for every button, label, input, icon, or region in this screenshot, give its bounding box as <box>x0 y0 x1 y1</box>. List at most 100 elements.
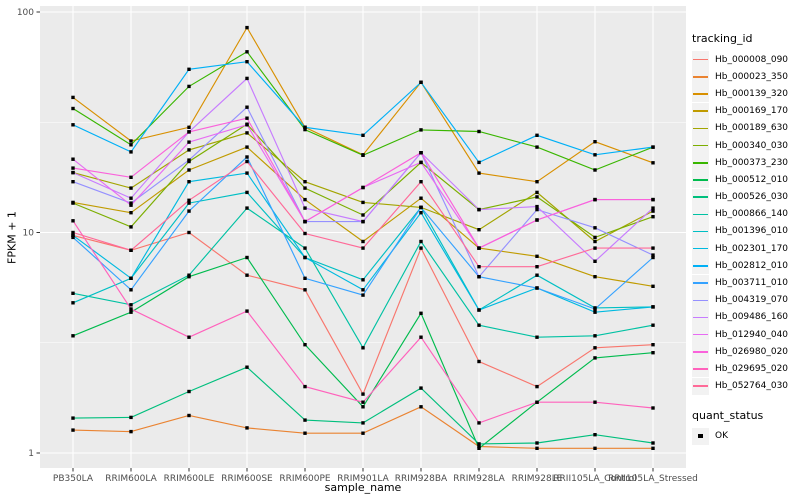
data-point <box>477 323 481 327</box>
data-point <box>245 365 249 369</box>
data-point <box>303 186 307 190</box>
data-point <box>245 131 249 135</box>
data-point <box>593 356 597 360</box>
data-point <box>129 303 133 307</box>
x-tick-label: RRIM600LE <box>164 474 215 484</box>
data-point <box>71 416 75 420</box>
legend-label: Hb_000189_630 <box>715 123 789 134</box>
data-point <box>593 400 597 404</box>
legend-key-line-icon <box>692 326 709 344</box>
data-point <box>187 413 191 418</box>
quant-status-entries: OK <box>692 427 798 445</box>
legend-label: Hb_002301_170 <box>715 243 789 254</box>
data-point <box>187 230 191 235</box>
data-point <box>129 429 133 434</box>
data-point <box>535 335 539 339</box>
data-point <box>245 255 249 260</box>
data-point <box>593 239 597 244</box>
data-point <box>71 230 75 235</box>
y-axis-title: FPKM + 1 <box>5 211 19 264</box>
data-point <box>593 275 597 279</box>
data-point <box>477 160 481 165</box>
x-tick-label: RRIM928LA <box>453 474 505 484</box>
data-point <box>303 197 307 202</box>
data-point <box>361 431 365 435</box>
legend-label: Hb_000340_030 <box>715 140 789 151</box>
legend-key-line-icon <box>692 274 709 292</box>
data-point <box>593 197 597 202</box>
data-point <box>245 309 249 313</box>
legend-label: Hb_000373_230 <box>715 157 789 168</box>
data-point <box>129 307 133 311</box>
legend-label: Hb_029695_020 <box>715 363 789 374</box>
data-point <box>651 197 655 202</box>
data-point <box>129 201 133 205</box>
data-point <box>129 225 133 229</box>
legend-key-line-icon <box>692 154 709 172</box>
data-point <box>187 168 191 172</box>
legend-key-line-icon <box>692 171 709 189</box>
x-tick-label: RRIM600PE <box>279 474 331 484</box>
data-point <box>477 275 481 279</box>
data-point <box>651 351 655 355</box>
data-point <box>187 180 191 184</box>
legend-entry: Hb_026980_020 <box>692 343 798 361</box>
data-point <box>535 204 539 209</box>
legend-entry: Hb_000512_010 <box>692 171 798 189</box>
data-point <box>129 211 133 215</box>
legend-entry: Hb_052764_030 <box>692 377 798 395</box>
data-point <box>361 185 365 190</box>
data-point <box>245 25 249 30</box>
legend-label: Hb_002812_010 <box>715 260 789 271</box>
data-point <box>187 130 191 134</box>
data-point <box>651 343 655 347</box>
data-point <box>593 334 597 338</box>
data-point <box>535 145 539 149</box>
data-point <box>535 265 539 269</box>
legend-entry: Hb_003711_010 <box>692 274 798 292</box>
data-point <box>593 235 597 240</box>
data-point <box>477 246 481 250</box>
data-point <box>477 228 481 232</box>
data-point <box>71 233 75 238</box>
legend-entry: Hb_000866_140 <box>692 205 798 223</box>
legend-label: Hb_000512_010 <box>715 174 789 185</box>
data-point <box>187 148 191 152</box>
data-point <box>71 180 75 184</box>
legend-entry: Hb_002812_010 <box>692 257 798 275</box>
data-point <box>187 389 191 394</box>
x-tick-label: RRII105LA_Stressed <box>608 474 698 484</box>
data-point <box>187 125 191 129</box>
legend-label: Hb_001396_010 <box>715 226 789 237</box>
legend-title-quant-status: quant_status <box>692 408 764 422</box>
legend-label: Hb_000526_030 <box>715 192 789 203</box>
data-point <box>361 293 365 297</box>
data-point <box>651 446 655 450</box>
data-point <box>361 278 365 282</box>
data-point <box>303 246 307 250</box>
data-point <box>245 171 249 175</box>
data-point <box>419 151 423 155</box>
legend-key-line-icon <box>692 291 709 309</box>
data-point <box>71 106 75 111</box>
legend-label: Hb_052764_030 <box>715 381 789 392</box>
data-point <box>303 384 307 389</box>
data-point <box>245 116 249 120</box>
legend-key-line-icon <box>692 137 709 155</box>
data-point <box>651 209 655 213</box>
legend-entry: Hb_000023_350 <box>692 68 798 86</box>
legend-title-tracking-id: tracking_id <box>692 32 753 45</box>
data-point <box>361 200 365 205</box>
data-point <box>651 206 655 210</box>
data-point <box>71 334 75 338</box>
data-point <box>129 196 133 200</box>
data-point <box>535 218 539 222</box>
data-point <box>187 140 191 144</box>
data-point <box>71 291 75 295</box>
data-point <box>129 310 133 314</box>
data-point <box>129 150 133 154</box>
legend-key-line-icon <box>692 222 709 240</box>
data-point <box>535 133 539 137</box>
legend-entry: Hb_009486_160 <box>692 308 798 326</box>
data-point <box>303 276 307 280</box>
